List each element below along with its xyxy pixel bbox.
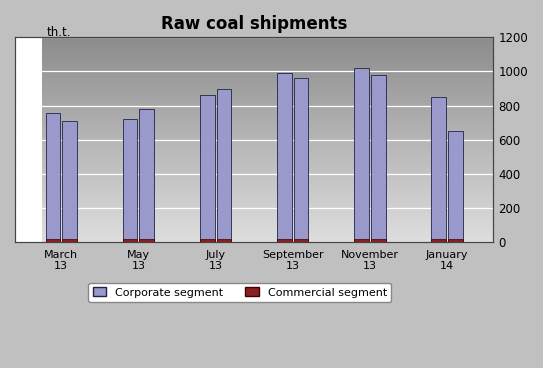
Legend: Corporate segment, Commercial segment: Corporate segment, Commercial segment xyxy=(89,283,392,302)
Bar xyxy=(123,239,137,242)
Bar xyxy=(294,239,308,242)
Bar xyxy=(46,113,60,242)
Bar xyxy=(355,239,369,242)
Bar xyxy=(62,239,77,242)
Bar xyxy=(140,239,154,242)
Bar xyxy=(432,97,446,242)
Bar xyxy=(277,73,292,242)
Bar xyxy=(123,119,137,242)
Bar xyxy=(46,239,60,242)
Bar xyxy=(448,131,463,242)
Bar xyxy=(200,95,214,242)
Bar xyxy=(140,109,154,242)
Bar xyxy=(294,78,308,242)
Bar xyxy=(355,68,369,242)
Bar xyxy=(432,239,446,242)
Bar xyxy=(371,239,386,242)
Bar xyxy=(371,75,386,242)
Bar xyxy=(277,239,292,242)
Bar xyxy=(448,239,463,242)
Bar xyxy=(62,121,77,242)
Title: Raw coal shipments: Raw coal shipments xyxy=(161,15,348,33)
Text: th.t.: th.t. xyxy=(46,26,71,39)
Bar xyxy=(200,239,214,242)
Bar xyxy=(217,239,231,242)
Bar xyxy=(217,89,231,242)
